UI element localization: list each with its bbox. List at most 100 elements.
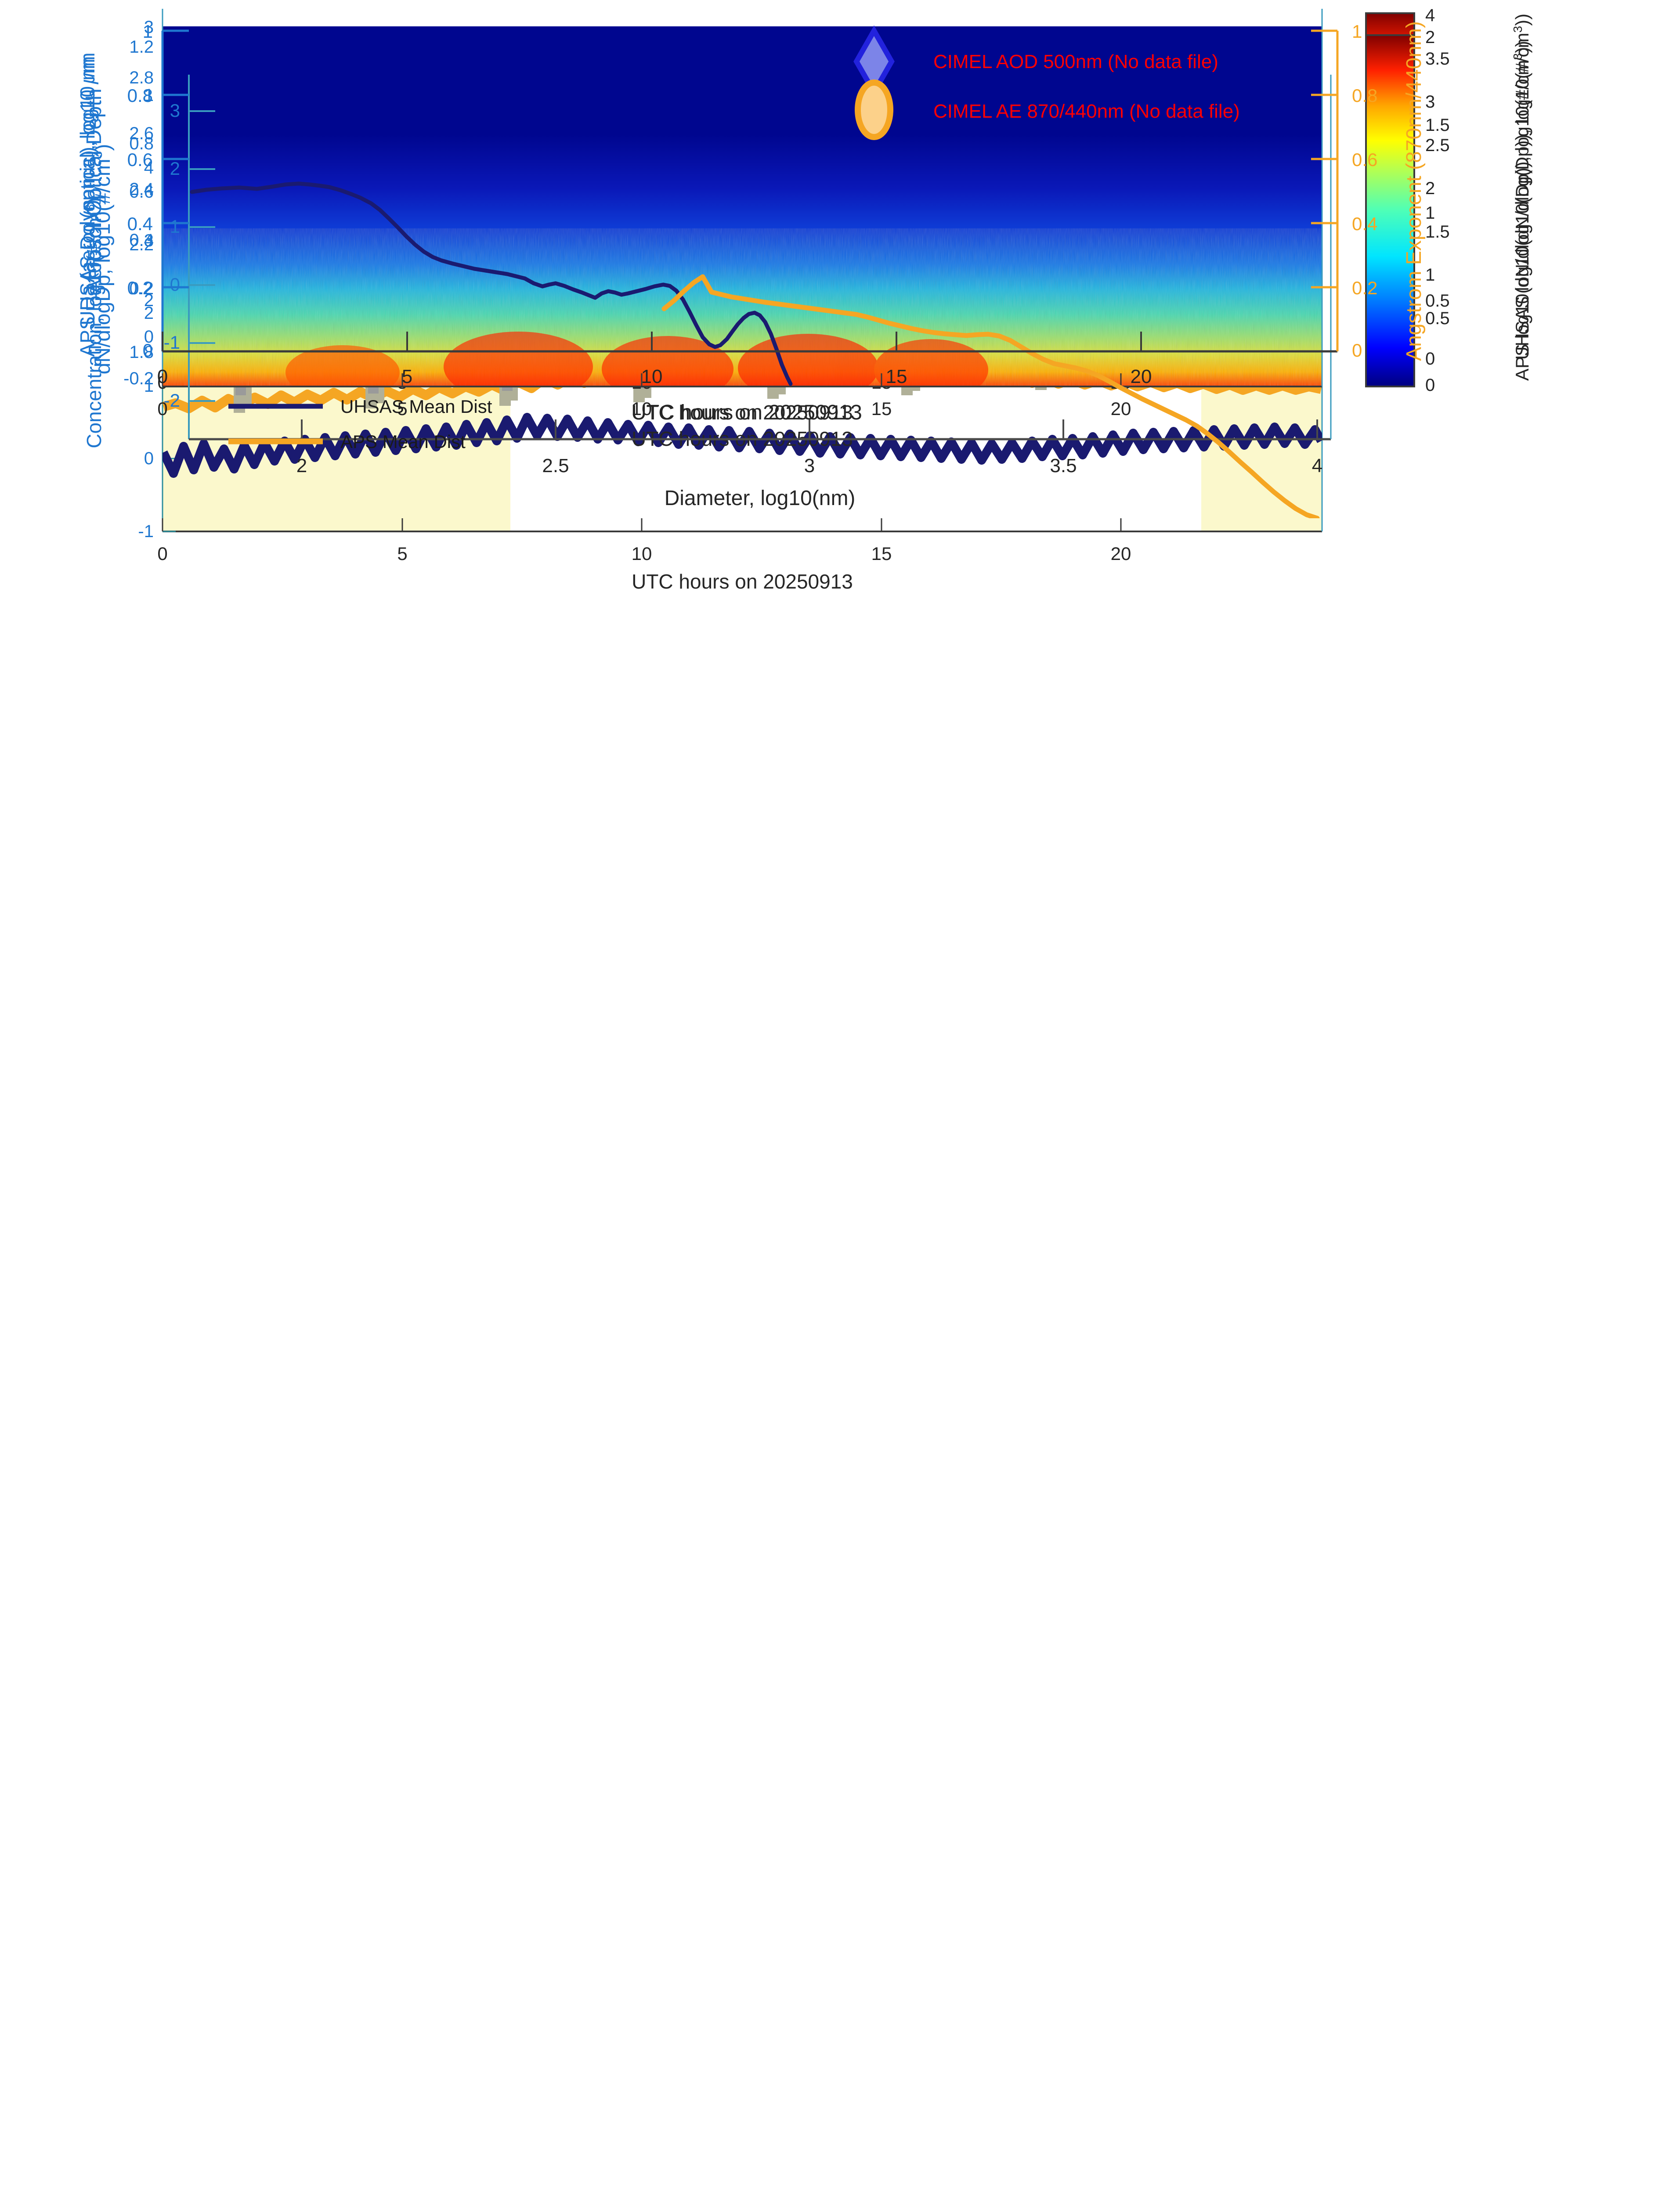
panel5-svg: 1 0.8 0.6 0.4 0.2 0 1 0.8 0.6 0.4 0.2 0 [83, 21, 1426, 424]
legend-label: UHSAS Mean Dist [340, 396, 492, 417]
cbar-tick-label: 0.5 [1425, 309, 1450, 328]
panel3-cbar-title-group: APS log10(dN/dlog10(Dp)), log10(#/cm3)) [1511, 41, 1533, 381]
ytick-label: 1.8 [129, 343, 154, 362]
xtick-label: 20 [1111, 398, 1131, 419]
panel2-ylabel-group: UHSAS Do (optical), log10 nm [76, 52, 99, 325]
panel4-xlabel: Diameter, log10(nm) [665, 487, 856, 510]
cbar-tick-label: 4 [1425, 6, 1435, 25]
panel5-right-y-ticks: 1 0.8 0.6 0.4 0.2 0 [1311, 21, 1377, 361]
xtick-label: 3 [804, 455, 815, 477]
ytick-label: 0.4 [129, 231, 154, 250]
ytick-label: 2.8 [129, 68, 154, 87]
xtick-label: 3.5 [1050, 455, 1077, 477]
ytick-label: 3 [170, 100, 180, 121]
cbar-tick-label: 3.5 [1425, 49, 1450, 69]
xtick-label: 20 [1131, 366, 1152, 387]
ytick-label: 3 [144, 18, 154, 37]
ytick-label-right: 0 [1352, 340, 1362, 361]
panel3-svg: 1.2 1 0.8 0.6 0.4 0.2 0 -0.2 0 5 10 15 2… [76, 9, 1533, 450]
ytick-label-left: 1 [143, 21, 153, 42]
ytick-label-right: 0.6 [1352, 149, 1377, 170]
panel4-svg: 3 2 1 0 -1 -2 2 2.5 3 3.5 4 dN/dlogDp, l… [89, 75, 1332, 518]
ytick-label: 2.4 [129, 180, 154, 199]
panel2-xlabel: UTC hours on 20250913 [632, 401, 853, 424]
xtick-label: 0 [157, 398, 167, 419]
panel5-ylabel-left-group: Aerosol Optical Depth [83, 89, 106, 294]
panel5-ylabel-right: Angstrom Exponent (870nm/440nm) [1402, 21, 1426, 361]
cbar-tick-label: 1.5 [1425, 116, 1450, 135]
cbar-tick-label: 0 [1425, 376, 1435, 395]
xtick-label: 4 [1312, 455, 1322, 477]
panel4-x-ticks: 2 2.5 3 3.5 4 [296, 419, 1322, 477]
ytick-label-left: 0.2 [127, 278, 153, 298]
panel3-y-ticks: 1.2 1 0.8 0.6 0.4 0.2 0 -0.2 [123, 37, 154, 388]
annotation-ae: CIMEL AE 870/440nm (No data file) [855, 79, 1240, 140]
panel1-xlabel: UTC hours on 20250913 [632, 570, 853, 593]
panel5-ylabel-left: Aerosol Optical Depth [83, 89, 106, 294]
cbar-tick-label: 1 [1425, 203, 1435, 223]
circle-marker-icon [855, 79, 893, 140]
panel5-xlabel: UTC hours on 20250913 [631, 401, 862, 424]
ytick-label: 2 [144, 291, 154, 310]
ytick-label: -1 [138, 522, 154, 541]
ytick-label-right: 0.4 [1352, 213, 1377, 234]
panel4-axes [188, 75, 1332, 441]
annotation-aod: CIMEL AOD 500nm (No data file) [853, 25, 1218, 98]
xtick-label: 15 [871, 543, 892, 564]
panel3-colorbar: 2 1.5 1 0.5 0 APS log10(dN/dlog10(Dp)), … [1365, 28, 1533, 395]
ytick-label: 2 [144, 303, 154, 323]
cbar-tick-label: 2 [1425, 28, 1435, 47]
ytick-label-left: 0.4 [127, 213, 153, 234]
ytick-label: 0.2 [129, 279, 154, 298]
curve-aps-mean-dist [661, 274, 1320, 518]
panel-aod-angstrom: 1 0.8 0.6 0.4 0.2 0 1 0.8 0.6 0.4 0.2 0 [0, 0, 1680, 571]
xtick-label: 0 [157, 366, 168, 387]
panel1-ylabel-group: Concentration, log10(#/cm3) [83, 197, 106, 448]
ytick-label: 1 [144, 376, 154, 396]
ytick-label: 2.6 [129, 124, 154, 143]
panel1-ylabel: Concentration, log10(#/cm3) [83, 197, 106, 448]
legend-item: APS Mean Dist [228, 431, 466, 452]
panel4-ylabel-group: dN/dlogDp, log10(#/cm3) [89, 144, 115, 375]
panel5-x-ticks: 0 5 10 15 20 [157, 332, 1152, 387]
xtick-label: 15 [871, 398, 892, 419]
panel3-x-ticks: 0 5 10 15 20 [157, 373, 1131, 419]
annotation-label-aod: CIMEL AOD 500nm (No data file) [933, 51, 1218, 72]
cbar-tick-label: 2.5 [1425, 136, 1450, 155]
xtick-label: 10 [632, 398, 652, 419]
ytick-label: 0.8 [129, 134, 154, 153]
ytick-label-right: 0.8 [1352, 85, 1377, 106]
legend-label: APS Mean Dist [340, 431, 466, 452]
ytick-label: -1 [164, 332, 180, 353]
xtick-label: 5 [397, 398, 407, 419]
ytick-label: 1 [144, 86, 154, 105]
panel4-y-ticks: 3 2 1 0 -1 -2 [164, 100, 215, 411]
panel5-axes [161, 31, 1339, 353]
xtick-label: 15 [886, 366, 907, 387]
panel1-x-ticks: 0 5 10 15 20 [157, 518, 1131, 564]
panel3-heatmap-field [163, 26, 1322, 386]
panel-aps-heatmap: 1.2 1 0.8 0.6 0.4 0.2 0 -0.2 0 5 10 15 2… [0, 0, 1680, 466]
panel3-ylabel: APS Da (aerodynamic), log10 μm [76, 56, 99, 357]
ytick-label: 4 [144, 158, 154, 177]
xtick-label: 10 [632, 543, 652, 564]
panel2-cbar-title: UHSAS log10(dN/dlog(Dp)), log10(#/cm3)) [1511, 14, 1533, 360]
cbar-tick-label: 3 [1425, 92, 1435, 112]
ytick-label: 3 [144, 231, 154, 250]
cbar-tick-label: 1 [1425, 265, 1435, 285]
panel4-legend: UHSAS Mean Dist APS Mean Dist [228, 396, 492, 452]
panel2-y-ticks: 3 2.8 2.6 2.4 2.2 2 1.8 [129, 18, 154, 362]
xtick-label: 2.5 [542, 455, 569, 477]
ytick-label-left: 0.6 [127, 149, 153, 170]
cbar-tick-label: 1.5 [1425, 222, 1450, 242]
ytick-label: 2.2 [129, 235, 154, 254]
ytick-label: 0 [144, 327, 154, 347]
xtick-label: 5 [402, 366, 412, 387]
xtick-label: 10 [641, 366, 663, 387]
ytick-label: 0 [170, 274, 180, 295]
panel-mean-distributions: 3 2 1 0 -1 -2 2 2.5 3 3.5 4 dN/dlogDp, l… [0, 0, 1680, 518]
xtick-label: 0 [157, 543, 167, 564]
cbar-tick-label: 2 [1425, 179, 1435, 198]
legend-item: UHSAS Mean Dist [228, 396, 492, 417]
xtick-label: 2 [296, 455, 307, 477]
